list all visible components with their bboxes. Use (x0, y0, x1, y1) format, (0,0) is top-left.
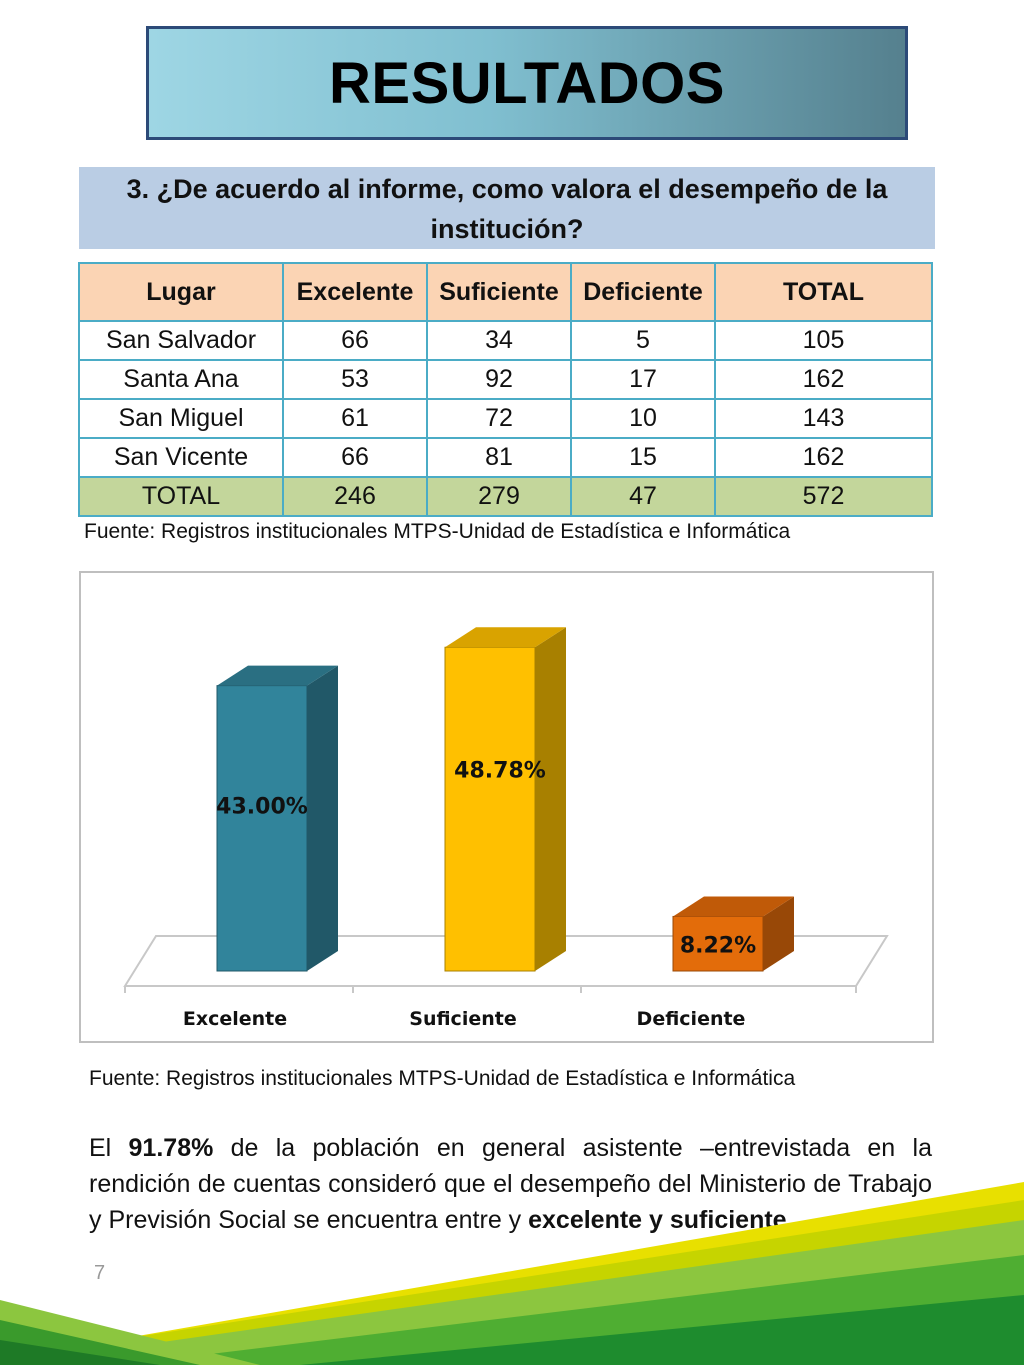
table-row: San Miguel 61 72 10 143 (78, 398, 933, 439)
bar-top-suficiente (445, 627, 566, 648)
cell-excelente: 246 (282, 476, 428, 517)
x-tick-label-suficiente: Suficiente (409, 1008, 516, 1030)
bar-front-suficiente (444, 646, 536, 972)
table-row: Santa Ana 53 92 17 162 (78, 359, 933, 400)
data-label-excelente: 43.00% (216, 795, 308, 820)
paragraph-text: El (89, 1134, 129, 1162)
cell-total: 105 (714, 320, 933, 361)
cell-suficiente: 92 (426, 359, 572, 400)
question-heading: 3. ¿De acuerdo al informe, como valora e… (79, 167, 935, 249)
x-tick-label-deficiente: Deficiente (637, 1008, 746, 1030)
chart-canvas: 43.00% Excelente 48.78% Suficiente 8.22% Defi… (123, 627, 889, 1030)
cell-excelente: 66 (282, 320, 428, 361)
bar-top-excelente (217, 665, 338, 686)
x-tick-label-excelente: Excelente (183, 1008, 287, 1030)
paragraph-highlight-percent: 91.78% (128, 1134, 214, 1162)
cell-suficiente: 81 (426, 437, 572, 478)
cell-deficiente: 15 (570, 437, 716, 478)
cell-total: 143 (714, 398, 933, 439)
bar-side-excelente (307, 665, 338, 971)
header-total: TOTAL (714, 262, 933, 322)
bar-top-deficiente (673, 896, 794, 917)
bar-chart: 43.00% Excelente 48.78% Suficiente 8.22% Defi… (79, 571, 934, 1043)
header-suficiente: Suficiente (426, 262, 572, 322)
table-row: San Salvador 66 34 5 105 (78, 320, 933, 361)
bar-side-suficiente (535, 627, 566, 971)
cell-suficiente: 34 (426, 320, 572, 361)
cell-lugar: TOTAL (78, 476, 284, 517)
cell-deficiente: 17 (570, 359, 716, 400)
cell-total: 572 (714, 476, 933, 517)
bar-front-excelente (216, 685, 308, 972)
data-label-deficiente: 8.22% (680, 933, 756, 958)
conclusion-paragraph: El 91.78% de la población en general asi… (89, 1130, 932, 1238)
header-lugar: Lugar (78, 262, 284, 322)
cell-excelente: 53 (282, 359, 428, 400)
header-deficiente: Deficiente (570, 262, 716, 322)
table-total-row: TOTAL 246 279 47 572 (78, 476, 933, 517)
cell-suficiente: 72 (426, 398, 572, 439)
cell-lugar: San Vicente (78, 437, 284, 478)
cell-deficiente: 47 (570, 476, 716, 517)
paragraph-text: . (786, 1206, 794, 1234)
cell-total: 162 (714, 359, 933, 400)
title-banner: RESULTADOS (146, 26, 908, 140)
page-title: RESULTADOS (329, 50, 725, 116)
results-table: Lugar Excelente Suficiente Deficiente TO… (78, 262, 933, 517)
cell-total: 162 (714, 437, 933, 478)
paragraph-highlight-rating: excelente y suficiente (528, 1206, 787, 1234)
bar-side-deficiente (763, 896, 794, 971)
table-source-note: Fuente: Registros institucionales MTPS-U… (84, 520, 791, 543)
cell-excelente: 66 (282, 437, 428, 478)
cell-suficiente: 279 (426, 476, 572, 517)
table-header-row: Lugar Excelente Suficiente Deficiente TO… (78, 262, 933, 322)
cell-lugar: San Salvador (78, 320, 284, 361)
cell-lugar: San Miguel (78, 398, 284, 439)
page-number: 7 (94, 1262, 106, 1284)
paragraph-text: de la población en general asistente –en… (89, 1134, 932, 1234)
cell-lugar: Santa Ana (78, 359, 284, 400)
cell-deficiente: 5 (570, 320, 716, 361)
data-label-suficiente: 48.78% (454, 758, 546, 783)
cell-excelente: 61 (282, 398, 428, 439)
decorative-green-swoosh (0, 1182, 1024, 1365)
cell-deficiente: 10 (570, 398, 716, 439)
table-row: San Vicente 66 81 15 162 (78, 437, 933, 478)
chart-source-note: Fuente: Registros institucionales MTPS-U… (89, 1067, 796, 1090)
header-excelente: Excelente (282, 262, 428, 322)
